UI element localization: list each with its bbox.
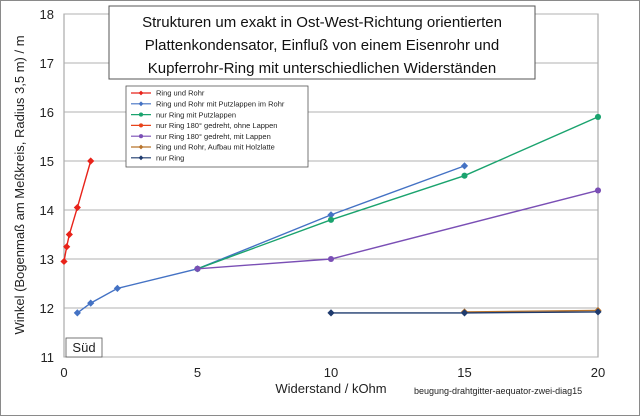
data-point <box>73 203 81 212</box>
legend-label: Ring und Rohr, Aufbau mit Holzlatte <box>156 143 275 152</box>
legend-marker <box>138 144 144 150</box>
y-tick-label: 18 <box>40 7 54 22</box>
source-label: beugung-drahtgitter-aequator-zwei-diag15 <box>414 386 582 396</box>
x-axis-label: Widerstand / kOhm <box>275 381 386 396</box>
legend-marker <box>138 101 144 107</box>
legend-marker <box>138 123 144 128</box>
legend-label: nur Ring <box>156 154 184 163</box>
title-line-2: Plattenkondensator, Einfluß von einem Ei… <box>145 37 499 54</box>
legend-marker <box>138 155 144 161</box>
data-point <box>87 299 95 307</box>
y-tick-label: 16 <box>40 105 54 120</box>
x-tick-label: 0 <box>60 365 67 380</box>
x-tick-label: 15 <box>457 365 471 380</box>
series-0 <box>60 157 95 266</box>
legend-marker <box>138 90 144 96</box>
corner-label: Süd <box>72 340 95 355</box>
data-point <box>460 309 469 317</box>
y-tick-label: 17 <box>40 56 54 71</box>
data-point <box>460 162 469 170</box>
y-tick-labels: 11 12 13 14 15 16 17 18 <box>40 7 54 365</box>
y-axis-label: Winkel (Bogenmaß am Meßkreis, Radius 3,5… <box>12 35 27 334</box>
data-point <box>65 230 73 239</box>
legend-marker <box>138 112 144 117</box>
x-tick-label: 20 <box>591 365 605 380</box>
data-point <box>87 157 95 165</box>
data-point <box>327 216 335 223</box>
y-tick-label: 14 <box>40 203 54 218</box>
y-tick-label: 15 <box>40 154 54 169</box>
x-tick-labels: 0 5 10 15 20 <box>60 365 605 380</box>
title-box <box>108 5 536 80</box>
data-point <box>327 309 335 317</box>
y-tick-label: 12 <box>40 301 54 316</box>
y-tick-label: 13 <box>40 252 54 267</box>
series-4 <box>194 187 602 272</box>
data-point <box>594 308 602 316</box>
series-layer <box>60 113 602 317</box>
legend: Ring und Rohr Ring und Rohr mit Putzlappe… <box>131 89 285 163</box>
legend-label: nur Ring 180° gedreht, mit Lappen <box>156 132 271 141</box>
legend-label: nur Ring mit Putzlappen <box>156 110 236 119</box>
legend-label: Ring und Rohr mit Putzlappen im Rohr <box>156 100 285 109</box>
title-line-1: Strukturen um exakt in Ost-West-Richtung… <box>142 14 502 31</box>
data-point <box>327 211 335 219</box>
data-point <box>594 187 602 194</box>
legend-label: Ring und Rohr <box>156 89 205 98</box>
series-line <box>464 309 599 313</box>
legend-marker <box>138 134 144 139</box>
data-point <box>194 265 201 272</box>
data-point <box>594 113 602 120</box>
x-tick-label: 10 <box>324 365 338 380</box>
data-point <box>60 257 68 266</box>
corner-label-box <box>65 337 103 358</box>
series-line <box>197 116 599 270</box>
legend-label: nur Ring 180° gedreht, ohne Lappen <box>156 121 277 130</box>
y-tick-label: 11 <box>41 350 55 365</box>
data-point <box>73 309 81 317</box>
x-tick-label: 5 <box>194 365 201 380</box>
data-point <box>63 243 71 251</box>
series-line <box>76 165 465 314</box>
data-point <box>113 284 121 292</box>
series-6 <box>327 308 602 317</box>
data-point <box>327 255 335 263</box>
legend-box <box>125 85 309 168</box>
title-line-3: Kupferrohr-Ring mit unterschiedlichen Wi… <box>148 60 497 77</box>
data-point <box>461 172 468 179</box>
